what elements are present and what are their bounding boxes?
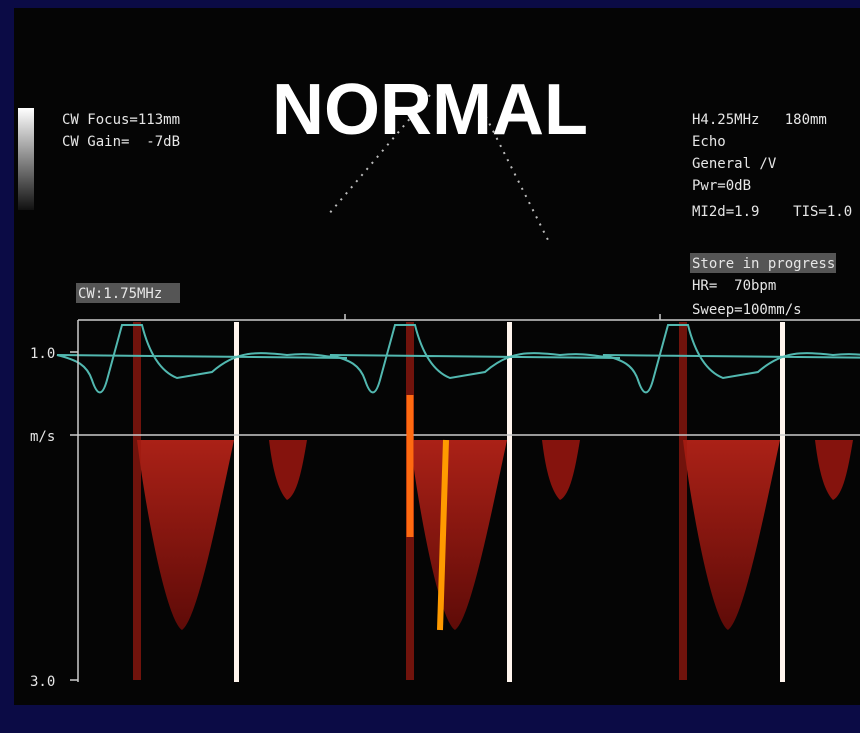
info-line: Pwr=0dB [692,178,751,194]
info-line: MI2d=1.9 TIS=1.0 [692,204,852,220]
footer [14,705,860,733]
gray-scale [18,108,34,210]
scale-label: 1.0 [30,346,55,362]
status-line: Store in progress [692,256,835,272]
title: NORMAL [272,70,588,150]
info-line: General /V [692,156,777,172]
info-line: Echo [692,134,726,150]
scale-label: 3.0 [30,674,55,690]
screen: CW Focus=113mm CW Gain= -7dB NORMAL H4.2… [0,0,860,733]
status-line: Sweep=100mm/s [692,302,802,318]
scale-label: m/s [30,429,55,445]
info-line: H4.25MHz 180mm [692,112,827,128]
status-line: HR= 70bpm [692,278,776,294]
info-line: CW Focus=113mm [62,112,180,128]
info-line: CW Gain= -7dB [62,134,180,150]
probe-label: CW:1.75MHz [78,286,162,302]
